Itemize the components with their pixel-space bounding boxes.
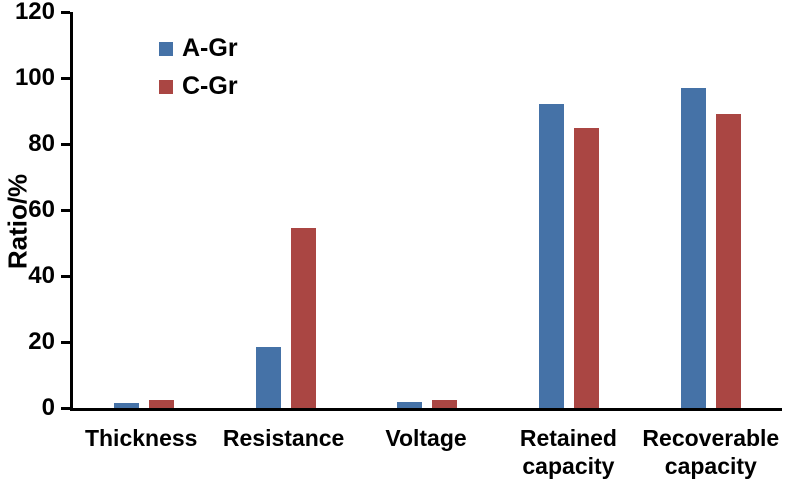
- legend-item: A-Gr: [159, 34, 238, 63]
- bar-a-gr: [113, 403, 139, 408]
- bar-c-gr: [432, 400, 458, 408]
- y-tick-mark: [61, 340, 70, 344]
- y-tick-label: 0: [41, 394, 55, 421]
- bar-group: [357, 12, 499, 408]
- legend: A-Gr C-Gr: [159, 34, 238, 110]
- bar-c-gr: [148, 400, 174, 408]
- x-axis-label: Recoverable capacity: [642, 425, 780, 479]
- x-axis-label: Voltage: [385, 425, 467, 451]
- legend-label: A-Gr: [182, 34, 238, 62]
- legend-swatch: [159, 41, 173, 56]
- y-tick-mark: [61, 208, 70, 212]
- y-tick-mark: [61, 274, 70, 278]
- x-axis-label: Thickness: [84, 425, 198, 451]
- y-tick-label: 40: [28, 262, 55, 290]
- bar-a-gr: [539, 104, 565, 408]
- y-tick-label: 80: [28, 130, 55, 158]
- y-tick-mark: [61, 10, 70, 14]
- x-axis-labels: Thickness Resistance Voltage Retained capac…: [70, 419, 782, 485]
- bar-group: [215, 12, 357, 408]
- bar-c-gr: [290, 228, 316, 408]
- bar-c-gr: [574, 127, 600, 408]
- legend-swatch: [159, 79, 173, 94]
- bar-group: [640, 12, 782, 408]
- y-tick-mark: [61, 76, 70, 80]
- y-tick-label: 120: [14, 0, 55, 25]
- bar-c-gr: [716, 114, 742, 408]
- bar-a-gr: [681, 87, 707, 408]
- bar-group: [73, 12, 215, 408]
- bar-a-gr: [397, 402, 423, 408]
- y-tick-label: 60: [28, 196, 55, 223]
- bar-groups: [73, 12, 782, 408]
- y-tick-label: 20: [28, 328, 55, 356]
- bar-group: [498, 12, 640, 408]
- x-axis-label: Retained capacity: [519, 425, 617, 479]
- legend-item: C-Gr: [159, 72, 238, 101]
- plot-area: A-Gr C-Gr 0 20 40 60 80 100 120: [15, 0, 782, 421]
- bar-a-gr: [255, 346, 281, 408]
- y-tick-mark: [61, 406, 70, 410]
- legend-label: C-Gr: [182, 72, 238, 100]
- x-axis-label: Resistance: [222, 425, 345, 451]
- y-tick-mark: [61, 142, 70, 146]
- y-tick-label: 100: [14, 64, 55, 91]
